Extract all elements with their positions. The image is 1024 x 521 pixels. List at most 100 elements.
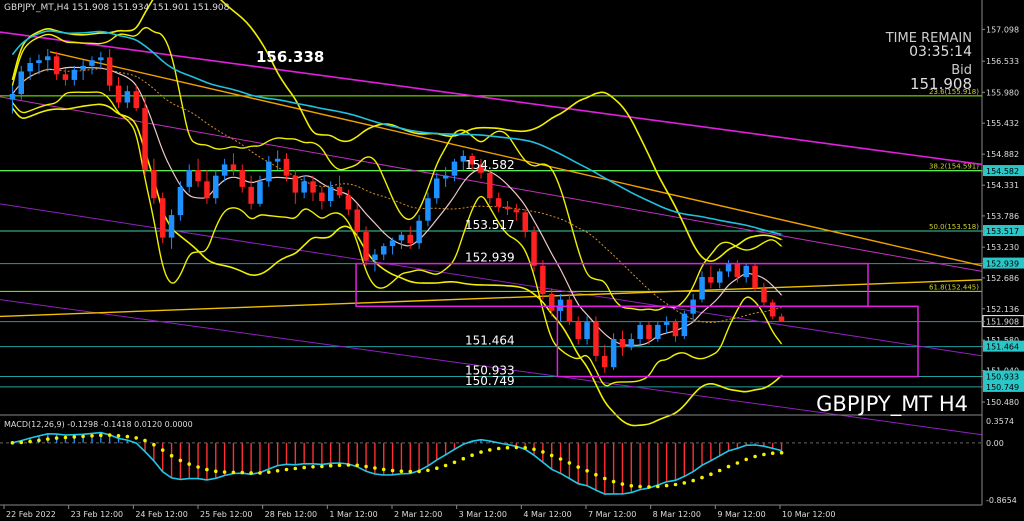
candles bbox=[9, 48, 785, 373]
candle-body bbox=[540, 265, 546, 294]
price-tick-label: 152.136 bbox=[986, 305, 1019, 314]
candle-body bbox=[619, 339, 626, 348]
macd-signal-dot bbox=[585, 469, 589, 473]
candle-body bbox=[372, 254, 378, 261]
macd-signal-dot bbox=[567, 461, 572, 465]
macd-signal-dot bbox=[355, 463, 360, 468]
time-tick-label: 7 Mar 12:00 bbox=[588, 510, 636, 519]
candle-body bbox=[381, 246, 387, 255]
candle-body bbox=[213, 175, 219, 199]
macd-signal-dot bbox=[205, 467, 209, 472]
price-tick-highlight bbox=[983, 340, 1024, 352]
candle-body bbox=[9, 94, 16, 100]
macd-signal-dot bbox=[408, 469, 413, 474]
macd-signal-dot bbox=[549, 453, 554, 458]
candle-body bbox=[266, 161, 272, 182]
price-tick-label: 154.331 bbox=[986, 181, 1019, 190]
candle-body bbox=[584, 322, 590, 339]
candle-body bbox=[160, 198, 166, 238]
macd-signal-dot bbox=[275, 469, 280, 473]
candle-body bbox=[770, 302, 776, 317]
price-tick-label: 152.686 bbox=[986, 274, 1019, 283]
price-tick-label: 153.230 bbox=[986, 243, 1019, 252]
macd-signal-dot bbox=[231, 470, 236, 475]
candle-body bbox=[761, 288, 767, 303]
candle-body bbox=[45, 56, 51, 61]
time-remain-label: TIME REMAIN bbox=[885, 31, 972, 46]
range-box bbox=[556, 305, 919, 378]
macd-signal-dot bbox=[744, 457, 748, 462]
chart-header: GBPJPY_MT,H4 151.908 151.934 151.901 151… bbox=[4, 3, 230, 13]
price-tick-label: 157.098 bbox=[986, 25, 1019, 34]
candle-body bbox=[142, 108, 148, 170]
candle-body bbox=[425, 198, 431, 221]
symbol-label: GBPJPY_MT H4 bbox=[816, 392, 968, 417]
macd-signal-dot bbox=[726, 464, 731, 469]
candle-body bbox=[637, 324, 643, 339]
candle-body bbox=[416, 220, 422, 244]
price-tick-label: 151.464 bbox=[986, 343, 1019, 352]
candle-body bbox=[655, 324, 661, 339]
macd-signal-dot bbox=[762, 452, 766, 457]
macd-signal-dot bbox=[709, 472, 713, 477]
price-tick-highlight bbox=[983, 370, 1024, 382]
candle-body bbox=[513, 209, 520, 213]
macd-signal-dot bbox=[373, 466, 377, 470]
time-tick-label: 22 Feb 2022 bbox=[6, 510, 56, 519]
macd-signal-dot bbox=[134, 436, 138, 440]
macd-signal-dot bbox=[514, 445, 519, 450]
macd-signal-dot bbox=[10, 441, 15, 445]
macd-signal-dot bbox=[337, 463, 342, 468]
macd-signal-dot bbox=[399, 469, 404, 474]
macd-signal-dot bbox=[81, 434, 85, 439]
macd-signal-dot bbox=[63, 435, 68, 440]
candle-body bbox=[487, 172, 493, 199]
macd-signal-dot bbox=[37, 438, 41, 443]
candle-body bbox=[354, 209, 360, 232]
candle-body bbox=[283, 158, 290, 176]
macd-signal-dot bbox=[258, 471, 262, 475]
macd-signal-dot bbox=[541, 450, 545, 454]
macd-signal-dot bbox=[54, 436, 59, 440]
macd-signal-dot bbox=[496, 446, 501, 451]
macd-panel: 0.3574 0.00 -0.8654 bbox=[0, 417, 1017, 505]
candle-body bbox=[336, 186, 343, 196]
macd-tick-label: -0.8654 bbox=[986, 496, 1017, 505]
bid-value: 151.908 bbox=[910, 75, 972, 93]
candle-body bbox=[752, 265, 758, 289]
macd-signal-dot bbox=[656, 484, 660, 489]
macd-signal-dot bbox=[46, 437, 50, 441]
price-tick-label: 152.939 bbox=[986, 260, 1019, 269]
macd-signal-dot bbox=[620, 482, 625, 486]
time-tick-label: 9 Mar 12:00 bbox=[717, 510, 765, 519]
candle-body bbox=[708, 277, 714, 283]
macd-line bbox=[12, 431, 782, 495]
price-tick-label: 156.533 bbox=[986, 57, 1019, 66]
macd-signal-dot bbox=[629, 484, 634, 488]
macd-signal-dot bbox=[558, 457, 563, 461]
macd-signal-dot bbox=[452, 460, 457, 465]
candle-body bbox=[407, 234, 413, 244]
macd-signal-dot bbox=[222, 470, 227, 474]
candle-body bbox=[71, 69, 78, 80]
macd-signal-dot bbox=[576, 465, 580, 469]
candle-body bbox=[699, 277, 705, 300]
macd-signal-dot bbox=[311, 465, 315, 469]
candle-body bbox=[18, 71, 24, 94]
macd-signal-dot bbox=[346, 463, 351, 467]
time-tick-label: 1 Mar 12:00 bbox=[329, 510, 377, 519]
candle-body bbox=[62, 74, 69, 80]
macd-signal-dot bbox=[293, 466, 298, 471]
price-tick-highlight bbox=[983, 225, 1024, 237]
macd-signal-dot bbox=[187, 462, 191, 466]
candle-body bbox=[133, 91, 139, 109]
candle-body bbox=[230, 164, 237, 170]
candle-body bbox=[195, 170, 201, 182]
macd-signal-dot bbox=[488, 448, 492, 452]
fib-label: 23.6(155.918) bbox=[929, 88, 979, 96]
macd-signal-dot bbox=[611, 479, 616, 484]
candle-body bbox=[575, 322, 581, 339]
price-tick-label: 150.480 bbox=[986, 398, 1019, 407]
candle-body bbox=[328, 186, 334, 201]
